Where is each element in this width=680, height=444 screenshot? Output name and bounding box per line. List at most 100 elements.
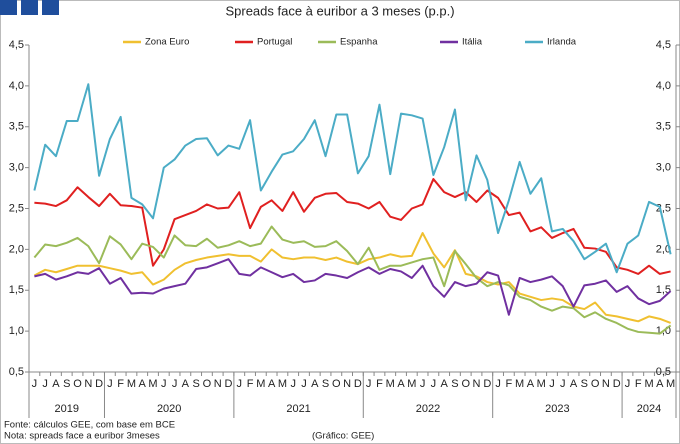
x-tick-label: A [311, 378, 319, 390]
x-tick-label: J [32, 378, 38, 390]
y-tick-label: 2,5 [9, 202, 24, 214]
y2-tick-label: 4,5 [656, 39, 671, 51]
legend-label: Portugal [257, 37, 292, 48]
y-tick-label: 4,5 [9, 39, 24, 51]
series-line [33, 83, 672, 274]
x-tick-label: O [332, 378, 341, 390]
x-tick-label: A [268, 378, 276, 390]
series-line [34, 258, 672, 316]
y-tick-label: 4,0 [9, 80, 24, 92]
x-tick-label: J [161, 378, 167, 390]
x-tick-label: J [42, 378, 48, 390]
y-tick-label: 2,0 [9, 243, 24, 255]
legend-label: Itália [462, 37, 483, 48]
x-tick-label: F [505, 378, 512, 390]
x-tick-label: S [581, 378, 588, 390]
logo-square [21, 0, 38, 15]
y-tick-label: 1,5 [9, 284, 24, 296]
x-tick-label: N [473, 378, 481, 390]
year-label: 2021 [286, 403, 310, 415]
x-tick-label: S [192, 378, 199, 390]
x-tick-label: A [656, 378, 664, 390]
y2-tick-label: 3,5 [656, 121, 671, 133]
x-tick-label: O [203, 378, 212, 390]
y2-tick-label: 2,0 [656, 243, 671, 255]
series-line [33, 232, 671, 324]
x-tick-label: A [139, 378, 147, 390]
x-tick-label: J [420, 378, 426, 390]
x-tick-label: A [52, 378, 60, 390]
x-tick-label: J [301, 378, 307, 390]
logo-square [42, 0, 59, 15]
x-tick-label: M [386, 378, 395, 390]
y2-tick-label: 0,5 [656, 366, 671, 378]
x-tick-label: J [290, 378, 296, 390]
x-tick-label: D [225, 378, 233, 390]
x-tick-label: S [451, 378, 458, 390]
x-tick-label: N [602, 378, 610, 390]
x-tick-label: O [461, 378, 470, 390]
x-tick-label: M [148, 378, 157, 390]
x-tick-label: M [666, 378, 675, 390]
x-tick-label: J [549, 378, 555, 390]
x-tick-label: N [84, 378, 92, 390]
x-tick-label: D [483, 378, 491, 390]
x-tick-label: J [625, 378, 631, 390]
legend-label: Irlanda [547, 37, 577, 48]
series-line [33, 225, 672, 335]
x-tick-label: A [440, 378, 448, 390]
x-tick-label: A [397, 378, 405, 390]
logo-square [0, 0, 17, 15]
chart-title: Spreads face à euribor a 3 meses (p.p.) [225, 3, 454, 18]
x-tick-label: S [322, 378, 329, 390]
x-tick-label: A [527, 378, 535, 390]
y-tick-label: 0,5 [9, 366, 24, 378]
x-tick-label: J [237, 378, 243, 390]
credit: (Gráfico: GEE) [312, 431, 374, 442]
x-tick-label: O [591, 378, 600, 390]
y-tick-label: 3,5 [9, 121, 24, 133]
x-tick-label: N [343, 378, 351, 390]
x-tick-label: N [214, 378, 222, 390]
y-tick-label: 1,0 [9, 325, 24, 337]
x-tick-label: F [635, 378, 642, 390]
y2-tick-label: 4,0 [656, 80, 671, 92]
x-tick-label: M [644, 378, 653, 390]
year-label: 2020 [157, 403, 181, 415]
x-tick-label: O [73, 378, 82, 390]
legend-label: Espanha [340, 37, 378, 48]
year-label: 2019 [54, 403, 78, 415]
legend-label: Zona Euro [145, 37, 189, 48]
x-tick-label: M [256, 378, 265, 390]
x-tick-label: M [407, 378, 416, 390]
x-tick-label: J [560, 378, 566, 390]
x-tick-label: M [537, 378, 546, 390]
y-tick-label: 3,0 [9, 162, 24, 174]
source: Fonte: cálculos GEE, com base em BCE [4, 420, 175, 431]
year-label: 2023 [545, 403, 569, 415]
x-tick-label: F [247, 378, 254, 390]
x-tick-label: S [63, 378, 70, 390]
y2-tick-label: 2,5 [656, 202, 671, 214]
x-tick-label: M [515, 378, 524, 390]
y2-tick-label: 3,0 [656, 162, 671, 174]
x-tick-label: D [354, 378, 362, 390]
x-tick-label: M [127, 378, 136, 390]
x-tick-label: D [95, 378, 103, 390]
x-tick-label: J [107, 378, 113, 390]
x-tick-label: J [495, 378, 501, 390]
x-tick-label: F [117, 378, 124, 390]
x-tick-label: J [366, 378, 372, 390]
x-tick-label: A [570, 378, 578, 390]
y2-tick-label: 1,5 [656, 284, 671, 296]
year-label: 2024 [637, 403, 661, 415]
x-tick-label: D [613, 378, 621, 390]
x-tick-label: A [182, 378, 190, 390]
year-label: 2022 [416, 403, 440, 415]
x-tick-label: J [172, 378, 178, 390]
x-tick-label: F [376, 378, 383, 390]
x-tick-label: M [278, 378, 287, 390]
x-tick-label: J [431, 378, 437, 390]
note: Nota: spreads face a euribor 3meses [4, 431, 160, 442]
